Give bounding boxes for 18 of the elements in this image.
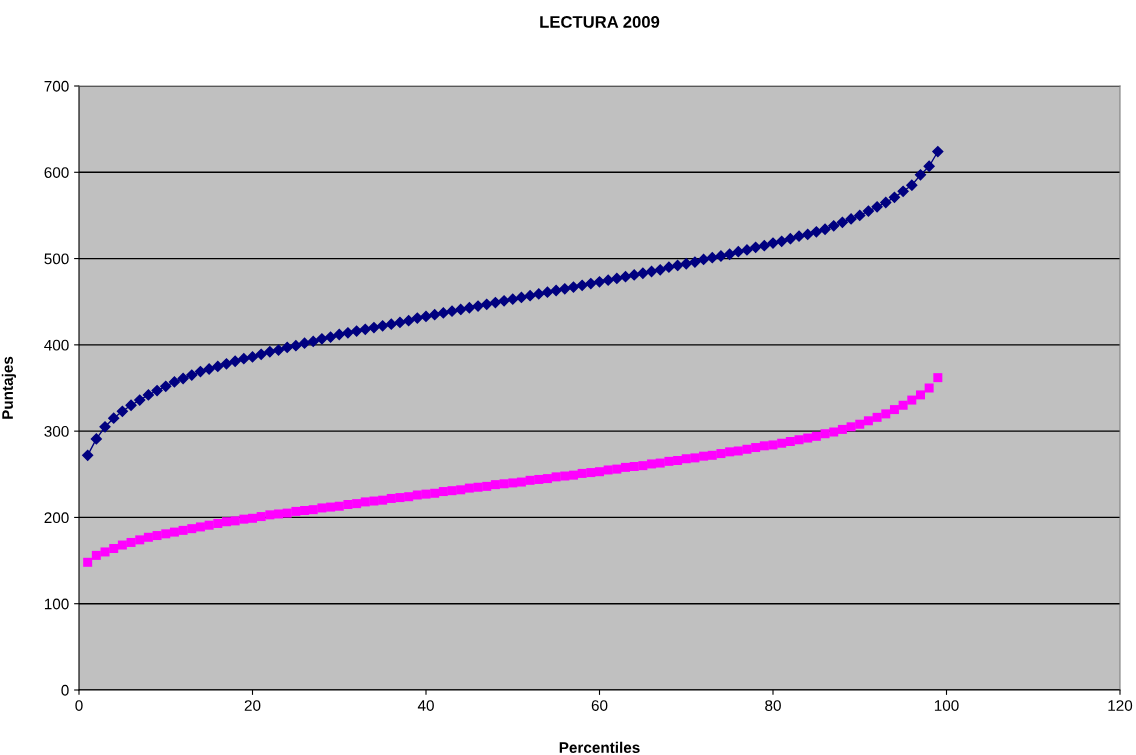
y-axis-title: Puntajes [1,356,17,419]
y-tick-label: 300 [44,426,69,437]
x-tick-label: 0 [75,700,83,711]
y-tick-label: 700 [44,80,69,92]
x-tick-label: 60 [591,700,608,711]
y-tick-label: 600 [44,167,69,178]
y-tick-label: 400 [44,339,69,351]
y-tick-label: 200 [44,512,69,524]
x-tick-label: 120 [1108,700,1133,711]
x-tick-label: 80 [765,700,781,711]
x-tick-label: 40 [417,700,434,711]
y-tick-label: 500 [44,253,69,265]
y-tick-label: 0 [61,684,69,696]
chart-title: LECTURA 2009 [540,16,660,28]
x-tick-label: 20 [244,700,261,711]
x-axis-title: Percentiles [559,741,640,753]
y-tick-label: 100 [44,598,69,610]
x-tick-label: 100 [934,700,959,711]
